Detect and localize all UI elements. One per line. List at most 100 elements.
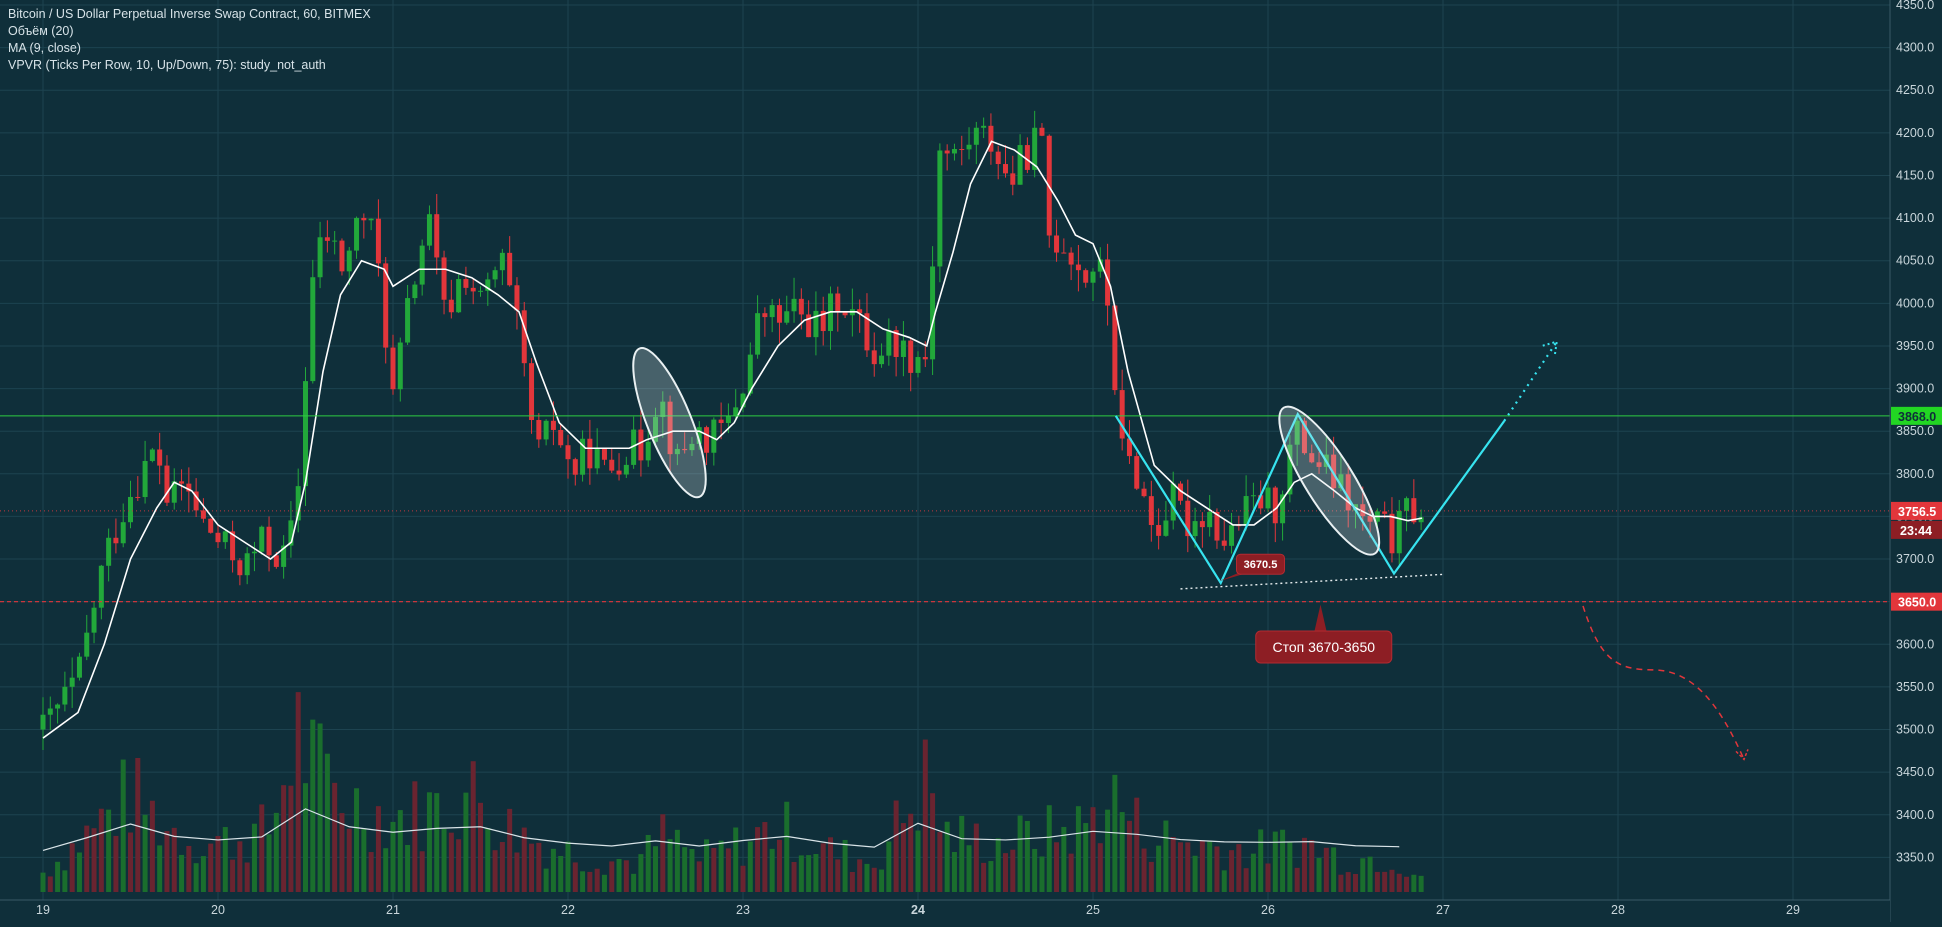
volume-bar	[1075, 806, 1081, 892]
candle-body	[558, 429, 564, 446]
candle-body	[1024, 145, 1030, 170]
candle-body	[208, 518, 214, 533]
volume-bar	[485, 827, 491, 892]
candle-body	[1229, 525, 1235, 546]
pattern-drawings: 3670.5 Стоп 3670-3650	[619, 340, 1749, 761]
candle-body	[842, 312, 848, 316]
candle-body	[682, 448, 688, 451]
volume-bar	[507, 808, 513, 892]
volume-bar	[149, 800, 155, 892]
candle-body	[973, 127, 979, 145]
projection-dotted-line[interactable]	[1503, 341, 1558, 422]
candle-body	[1003, 164, 1008, 174]
candle-body	[704, 427, 710, 453]
volume-bar	[769, 848, 775, 892]
volume-bar	[1068, 853, 1074, 892]
candle-body	[375, 218, 381, 264]
candle-body	[361, 217, 367, 221]
bearish-arrow-icon[interactable]	[1735, 749, 1749, 761]
volume-bar	[113, 835, 119, 892]
symbol-title[interactable]: Bitcoin / US Dollar Perpetual Inverse Sw…	[8, 7, 371, 21]
support-tag-bg	[1891, 592, 1942, 611]
volume-bar	[259, 804, 265, 892]
time-tick-label: 23	[736, 903, 750, 917]
candle-body	[988, 125, 994, 152]
volume-bar	[944, 821, 950, 892]
volume-bar	[69, 843, 75, 892]
volume-bar	[886, 841, 892, 892]
candles	[40, 110, 1424, 750]
indicator-volume[interactable]: Объём (20)	[8, 24, 74, 38]
indicator-ma[interactable]: MA (9, close)	[8, 41, 81, 55]
volume-bar	[1382, 871, 1388, 892]
volume-bar	[857, 859, 863, 892]
highlight-ellipse-right[interactable]	[1263, 395, 1395, 566]
volume-bar	[171, 827, 177, 892]
price-tick-label: 3950.0	[1896, 339, 1934, 353]
w-pattern-line[interactable]	[1114, 411, 1506, 586]
volume-bar	[456, 839, 462, 892]
candle-body	[1418, 517, 1424, 523]
ma-line	[42, 140, 1423, 739]
price-tick-label: 4250.0	[1896, 83, 1934, 97]
time-tick-label: 24	[911, 903, 925, 917]
candle-body	[1411, 498, 1417, 523]
price-tick-label: 4050.0	[1896, 254, 1934, 268]
candle-body	[747, 354, 753, 394]
candle-body	[922, 357, 928, 360]
volume-bar	[419, 851, 425, 892]
bearish-dashed-curve[interactable]	[1582, 605, 1745, 760]
candle-body	[667, 401, 673, 455]
candle-body	[1061, 252, 1067, 254]
volume-bar	[1323, 847, 1329, 892]
candle-body	[463, 279, 469, 288]
candle-body	[580, 438, 586, 475]
candle-body	[1083, 270, 1089, 283]
time-tick-label: 26	[1261, 903, 1275, 917]
pattern-label-text[interactable]: 3670.5	[1244, 559, 1278, 571]
volume-bar	[55, 861, 61, 892]
candle-body	[572, 459, 578, 475]
pattern-label-box[interactable]	[1236, 553, 1285, 575]
stop-callout-box[interactable]	[1255, 630, 1393, 664]
volume-bar	[1360, 858, 1366, 892]
neckline-dotted[interactable]	[1180, 573, 1444, 590]
volume-bar	[361, 828, 367, 892]
candle-body	[806, 314, 812, 338]
candle-body	[390, 347, 396, 390]
candle-body	[594, 448, 600, 469]
volume-bar	[244, 862, 250, 892]
volume-bar	[1236, 844, 1242, 892]
volume-bar	[1141, 848, 1147, 892]
volume-bar	[747, 841, 753, 892]
candle-body	[1338, 474, 1344, 489]
candle-body	[478, 290, 483, 292]
volume-bar	[1301, 837, 1307, 892]
time-tick-label: 20	[211, 903, 225, 917]
candle-body	[1258, 495, 1264, 509]
stop-callout-text[interactable]: Стоп 3670-3650	[1272, 639, 1375, 655]
candle-body	[966, 144, 972, 150]
volume-bar	[1090, 807, 1096, 892]
candle-body	[368, 218, 374, 221]
volume-bar	[106, 809, 112, 892]
volume-bar	[1418, 875, 1424, 892]
volume-bar	[1039, 856, 1045, 892]
volume-bar	[463, 792, 469, 892]
candle-body	[1170, 483, 1176, 521]
candle-body	[1250, 495, 1256, 497]
candle-body	[456, 279, 462, 313]
candle-body	[1287, 444, 1293, 495]
price-tick-label: 3600.0	[1896, 637, 1934, 651]
indicator-vpvr[interactable]: VPVR (Ticks Per Row, 10, Up/Down, 75): s…	[8, 58, 326, 72]
price-tick-label: 3850.0	[1896, 424, 1934, 438]
candle-body	[959, 149, 965, 151]
volume-bar	[842, 839, 848, 892]
highlight-ellipse-left[interactable]	[619, 340, 720, 505]
candle-body	[1054, 235, 1060, 253]
volume-bar	[230, 859, 236, 892]
candle-body	[689, 443, 695, 451]
time-tick-label: 29	[1786, 903, 1800, 917]
candle-body	[521, 310, 527, 364]
